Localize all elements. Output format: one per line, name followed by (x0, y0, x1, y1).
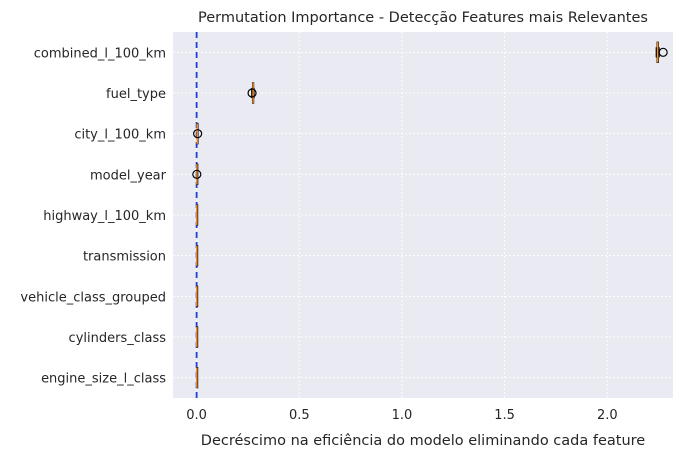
boxplot-vehicle_class_grouped (196, 285, 199, 307)
boxplot-fuel_type (247, 82, 257, 104)
y-tick-labels: combined_l_100_km fuel_type city_l_100_kmm… (20, 46, 166, 386)
y-tick-label-fuel_type: fuel_type (106, 87, 166, 102)
boxplot-cylinders_class (196, 326, 199, 348)
x-tick-label-3: 1.5 (494, 408, 515, 423)
x-tick-label-0: 0.0 (186, 408, 207, 423)
boxplot-transmission (196, 245, 199, 267)
chart-title: Permutation Importance - Detecção Featur… (198, 10, 648, 26)
boxplot-model_year (192, 163, 202, 186)
x-tick-label-2: 1.0 (392, 408, 413, 423)
x-tick-label-1: 0.5 (289, 408, 310, 423)
flier-combined_l_100_km-0 (658, 47, 668, 57)
y-tick-label-combined_l_100_km: combined_l_100_km (34, 46, 166, 61)
y-tick-label-vehicle_class_grouped: vehicle_class_grouped (20, 290, 166, 305)
y-tick-label-cylinders_class: cylinders_class (69, 331, 167, 346)
flier-city_l_100_km-0 (193, 129, 203, 139)
boxplot-city_l_100_km (193, 123, 203, 145)
x-axis-label: Decréscimo na eficiência do modelo elimi… (201, 433, 646, 449)
boxplot-engine_size_l_class (196, 367, 199, 389)
y-tick-label-city_l_100_km: city_l_100_km (74, 128, 166, 143)
flier-fuel_type-0 (247, 88, 257, 98)
flier-model_year-0 (192, 169, 202, 179)
boxplot-combined_l_100_km (655, 41, 668, 64)
y-tick-label-engine_size_l_class: engine_size_l_class (41, 372, 166, 387)
y-tick-label-model_year: model_year (90, 168, 167, 183)
grid-lines (173, 32, 673, 398)
x-tick-label-4: 2.0 (597, 408, 618, 423)
x-tick-labels: 0.0 0.5 1.0 1.5 2.0 (186, 408, 617, 423)
boxplot-highway_l_100_km (196, 204, 199, 226)
boxplot-series (192, 41, 668, 389)
y-tick-label-highway_l_100_km: highway_l_100_km (43, 209, 166, 224)
y-tick-label-transmission: transmission (83, 250, 166, 265)
